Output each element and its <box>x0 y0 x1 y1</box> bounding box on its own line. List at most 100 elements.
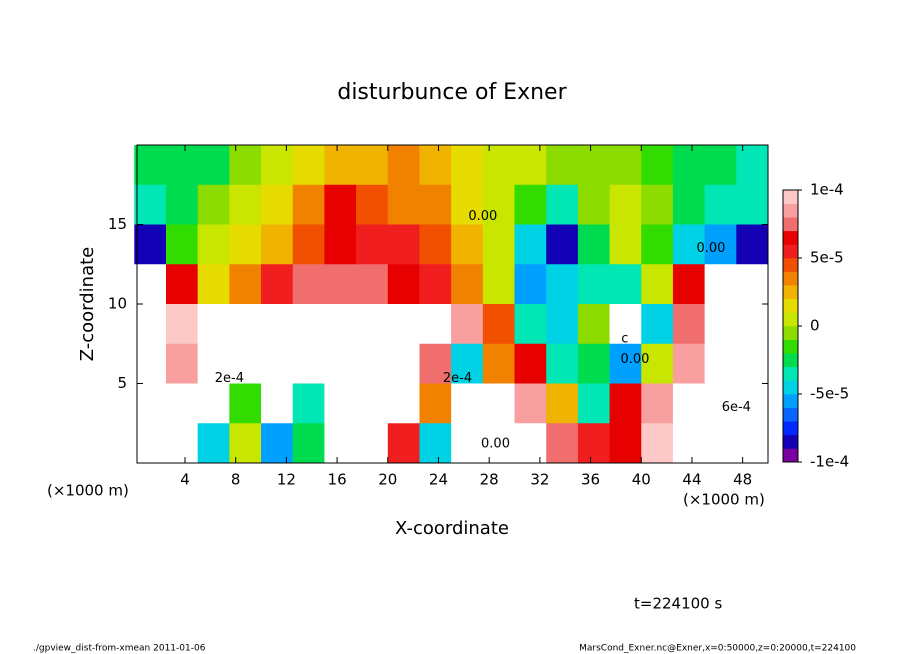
cell <box>641 145 674 186</box>
cell <box>609 184 642 225</box>
colorbar-swatch <box>783 366 798 381</box>
cell <box>672 383 706 424</box>
cell <box>261 145 294 186</box>
cell <box>577 383 611 424</box>
cell <box>451 145 484 186</box>
cell <box>165 184 199 225</box>
colorbar-swatch <box>783 312 798 327</box>
cell <box>134 224 167 265</box>
cell <box>387 264 420 305</box>
cell <box>261 224 294 265</box>
cell <box>704 304 737 345</box>
colorbar-swatch <box>783 203 798 218</box>
cell <box>292 184 325 225</box>
cell <box>356 423 389 464</box>
cell <box>165 145 199 186</box>
cell <box>197 304 230 345</box>
cell <box>641 343 674 384</box>
cell <box>261 423 294 464</box>
cell <box>356 383 389 424</box>
cell <box>736 423 769 464</box>
x-tick-label: 36 <box>581 471 600 489</box>
cell <box>134 184 167 225</box>
cell <box>261 304 294 345</box>
x-tick-label: 40 <box>632 471 651 489</box>
cell <box>704 343 737 384</box>
cell <box>324 383 357 424</box>
cell <box>197 224 230 265</box>
cell <box>324 423 357 464</box>
footer: MarsCond_Exner.nc@Exner,x=0:50000,z=0:20… <box>579 644 856 654</box>
x-unit: (×1000 m) <box>683 491 765 509</box>
y-tick-label: 15 <box>108 215 127 233</box>
contour-label: c <box>621 331 628 346</box>
cell <box>704 423 737 464</box>
colorbar-swatch <box>783 230 798 245</box>
x-tick-label: 12 <box>277 471 296 489</box>
cell <box>736 383 769 424</box>
y-axis-label: Z-coordinate <box>77 247 98 362</box>
colorbar-label: 0 <box>810 317 820 335</box>
cell <box>514 264 547 305</box>
cell <box>419 423 452 464</box>
cell <box>736 145 769 186</box>
cell <box>609 224 642 265</box>
x-tick-label: 24 <box>429 471 448 489</box>
cell <box>514 383 547 424</box>
cell <box>704 264 737 305</box>
contour-label: 0.00 <box>696 241 725 256</box>
cell <box>609 343 642 384</box>
colorbar-swatch <box>783 434 798 449</box>
x-tick-label: 16 <box>328 471 347 489</box>
cell <box>577 343 611 384</box>
cell <box>292 224 325 265</box>
cell <box>261 264 294 305</box>
cell <box>197 343 230 384</box>
colorbar-swatch <box>783 298 798 313</box>
y-tick-label: 5 <box>117 374 127 392</box>
colorbar-label: -1e-4 <box>810 453 849 471</box>
field <box>134 145 769 464</box>
cell <box>577 224 611 265</box>
cell <box>134 264 167 305</box>
cell <box>514 304 547 345</box>
cell <box>514 423 547 464</box>
contour-label: 0.00 <box>481 436 510 451</box>
cell <box>134 423 167 464</box>
cell <box>641 383 674 424</box>
cell <box>577 184 611 225</box>
cell <box>134 304 167 345</box>
colorbar-swatch <box>783 190 798 204</box>
cell <box>261 184 294 225</box>
cell <box>704 184 737 225</box>
colorbar-swatch <box>783 271 798 286</box>
cell <box>387 224 420 265</box>
cell <box>292 145 325 186</box>
cell <box>356 145 389 186</box>
cell <box>482 343 516 384</box>
cell <box>672 423 706 464</box>
cell <box>736 264 769 305</box>
cell <box>577 304 611 345</box>
cell <box>324 343 357 384</box>
cell <box>482 224 516 265</box>
cell <box>261 343 294 384</box>
x-tick-label: 20 <box>378 471 397 489</box>
cell <box>356 343 389 384</box>
cell <box>546 343 579 384</box>
cell <box>419 264 452 305</box>
cell <box>134 383 167 424</box>
cell <box>451 304 484 345</box>
cell <box>546 304 579 345</box>
colorbar-swatch <box>783 339 798 354</box>
cell <box>546 423 579 464</box>
cell <box>387 423 420 464</box>
cell <box>482 264 516 305</box>
cell <box>419 383 452 424</box>
cell <box>229 264 262 305</box>
cell <box>197 264 230 305</box>
colorbar-label: -5e-5 <box>810 385 849 403</box>
cell <box>229 383 262 424</box>
cell <box>197 145 230 186</box>
